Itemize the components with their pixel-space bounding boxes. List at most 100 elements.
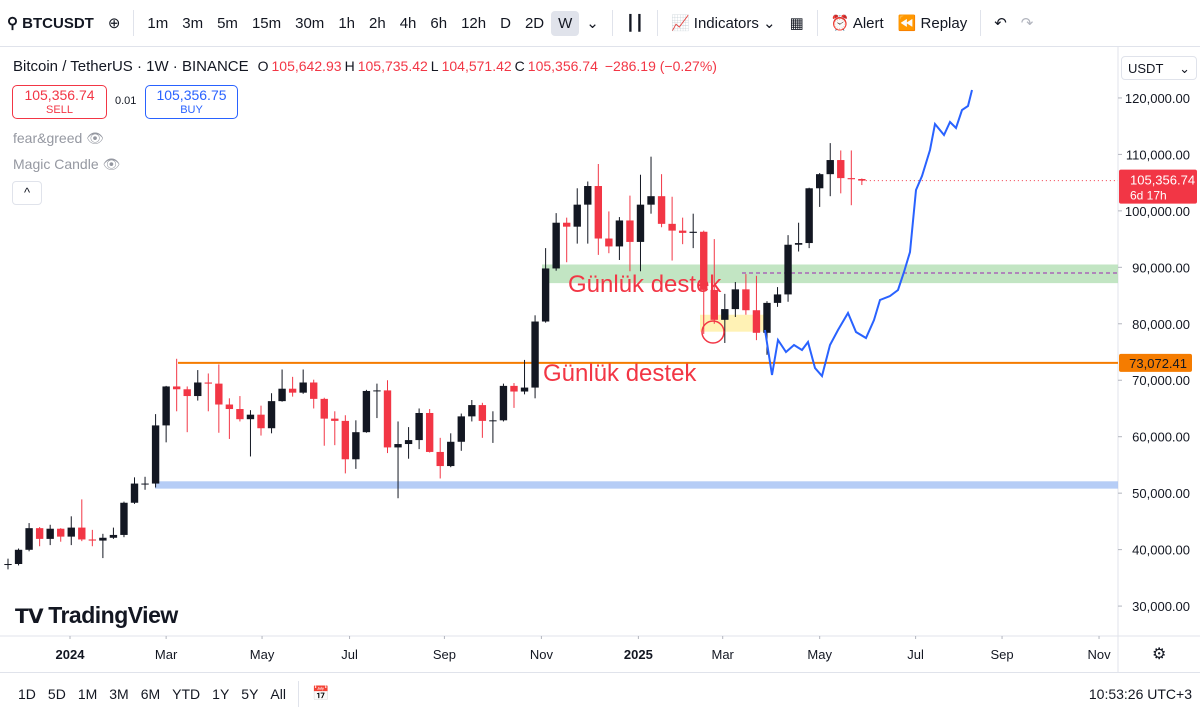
- candle-body: [436, 451, 444, 467]
- interval-button[interactable]: 2D: [524, 14, 545, 32]
- range-button[interactable]: 3M: [109, 685, 129, 702]
- candle-body: [151, 425, 160, 484]
- candle-body: [499, 385, 508, 421]
- candle-body: [636, 204, 645, 242]
- buy-button[interactable]: 105,356.75 BUY: [145, 85, 238, 119]
- interval-button[interactable]: 1m: [147, 14, 169, 32]
- sell-price[interactable]: 105,356.74: [24, 87, 95, 103]
- low-label: L: [430, 58, 439, 74]
- chart-type[interactable]: ┃┃: [625, 15, 644, 32]
- candle-body: [35, 528, 44, 539]
- interval-button[interactable]: 30m: [295, 14, 325, 32]
- candle-body: [352, 432, 360, 460]
- symbol-search[interactable]: ⚲ BTCUSDT: [7, 15, 94, 32]
- change: −286.19 (−0.27%): [604, 58, 717, 74]
- separator: [980, 10, 982, 36]
- y-tick-label: 90,000.00: [1132, 260, 1190, 275]
- interval-list: 1m 3m 5m 15m 30m 1h 2h 4h 6h 12h D 2D W: [140, 10, 580, 36]
- marks: [4, 143, 1118, 570]
- candle-body: [647, 196, 655, 205]
- interval-button[interactable]: D: [500, 14, 511, 32]
- collapse-button[interactable]: ^: [12, 181, 42, 205]
- range-button[interactable]: 5D: [47, 685, 66, 702]
- y-tick-label: 70,000.00: [1132, 373, 1190, 388]
- candle-body: [341, 420, 350, 460]
- interval-button[interactable]: W: [551, 10, 580, 36]
- candle-body: [794, 243, 803, 245]
- open-value: 105,642.93: [271, 58, 342, 74]
- interval-button[interactable]: 6h: [430, 14, 448, 32]
- candle-body: [700, 231, 708, 290]
- spread: 0.01: [115, 95, 137, 107]
- close-label: C: [514, 58, 525, 74]
- zone: [155, 481, 1118, 489]
- candle-body: [710, 289, 718, 320]
- candle-body: [215, 383, 223, 405]
- buy-label[interactable]: BUY: [180, 104, 203, 116]
- y-tick-label: 50,000.00: [1132, 486, 1190, 501]
- candle-body: [721, 309, 729, 320]
- sell-label[interactable]: SELL: [46, 104, 73, 116]
- currency-select[interactable]: USDT ⌄: [1121, 56, 1197, 80]
- indicators-button[interactable]: 📈 Indicators ⌄: [670, 15, 776, 32]
- logo: 𝗧𝗩 TradingView: [15, 602, 178, 628]
- alert-label[interactable]: Alert: [852, 15, 884, 32]
- buy-price[interactable]: 105,356.75: [156, 87, 227, 103]
- x-tick-label: May: [807, 647, 832, 662]
- alert-button[interactable]: ⏰ Alert: [830, 15, 884, 32]
- separator: [816, 10, 818, 36]
- candle-body: [668, 223, 676, 231]
- candle-body: [57, 528, 65, 537]
- settings[interactable]: ⚙: [1152, 646, 1167, 663]
- layouts-button[interactable]: ▦: [789, 15, 804, 32]
- candle-body: [805, 188, 813, 244]
- replay-button[interactable]: ⏪ Replay: [897, 15, 968, 32]
- range-button[interactable]: 1M: [77, 685, 98, 702]
- separator: [133, 10, 135, 36]
- candle-body: [362, 390, 371, 433]
- range-button[interactable]: 6M: [140, 685, 161, 702]
- range-button[interactable]: 1D: [18, 685, 36, 702]
- interval-menu[interactable]: ⌄: [586, 15, 599, 32]
- candle-body: [331, 418, 339, 421]
- interval-button[interactable]: 3m: [182, 14, 204, 32]
- range-button[interactable]: YTD: [172, 685, 201, 702]
- candle-body: [468, 405, 476, 417]
- interval-button[interactable]: 2h: [369, 14, 386, 32]
- x-tick-label: 2025: [624, 647, 653, 662]
- candle-body: [520, 387, 529, 392]
- symbol[interactable]: BTCUSDT: [22, 15, 94, 32]
- interval-button[interactable]: 1h: [338, 14, 355, 32]
- range-button[interactable]: 5Y: [241, 685, 259, 702]
- candle-body: [46, 528, 54, 539]
- interval-button[interactable]: 4h: [399, 14, 417, 32]
- y-tick-label: 120,000.00: [1125, 91, 1190, 106]
- sell-button[interactable]: 105,356.74 SELL: [12, 85, 107, 119]
- high-label: H: [344, 58, 355, 74]
- interval-button[interactable]: 15m: [251, 14, 282, 32]
- candle-body: [120, 502, 128, 535]
- annotation: Günlük destek: [543, 360, 697, 387]
- interval-button[interactable]: 5m: [217, 14, 238, 32]
- candle-body: [99, 537, 107, 541]
- price-tag-price: 105,356.74: [1130, 173, 1195, 188]
- candle-body: [278, 388, 286, 402]
- plot-area: [0, 46, 1118, 636]
- high-value: 105,735.42: [357, 58, 428, 74]
- x-tick-label: Sep: [433, 647, 456, 662]
- x-tick-label: Mar: [155, 647, 178, 662]
- add-symbol[interactable]: ⊕: [107, 15, 121, 32]
- candle-body: [573, 204, 581, 227]
- date-range[interactable]: 📅: [311, 685, 330, 701]
- candle-body: [815, 174, 824, 189]
- currency[interactable]: USDT: [1128, 61, 1164, 76]
- redo[interactable]: ↷: [1020, 15, 1034, 32]
- candle-body: [541, 268, 550, 322]
- replay-label[interactable]: Replay: [920, 15, 968, 32]
- range-button[interactable]: 1Y: [212, 685, 230, 702]
- indicators-label[interactable]: Indicators: [693, 15, 759, 32]
- range-button[interactable]: All: [270, 685, 286, 702]
- interval-button[interactable]: 12h: [461, 14, 487, 32]
- undo[interactable]: ↶: [994, 15, 1007, 32]
